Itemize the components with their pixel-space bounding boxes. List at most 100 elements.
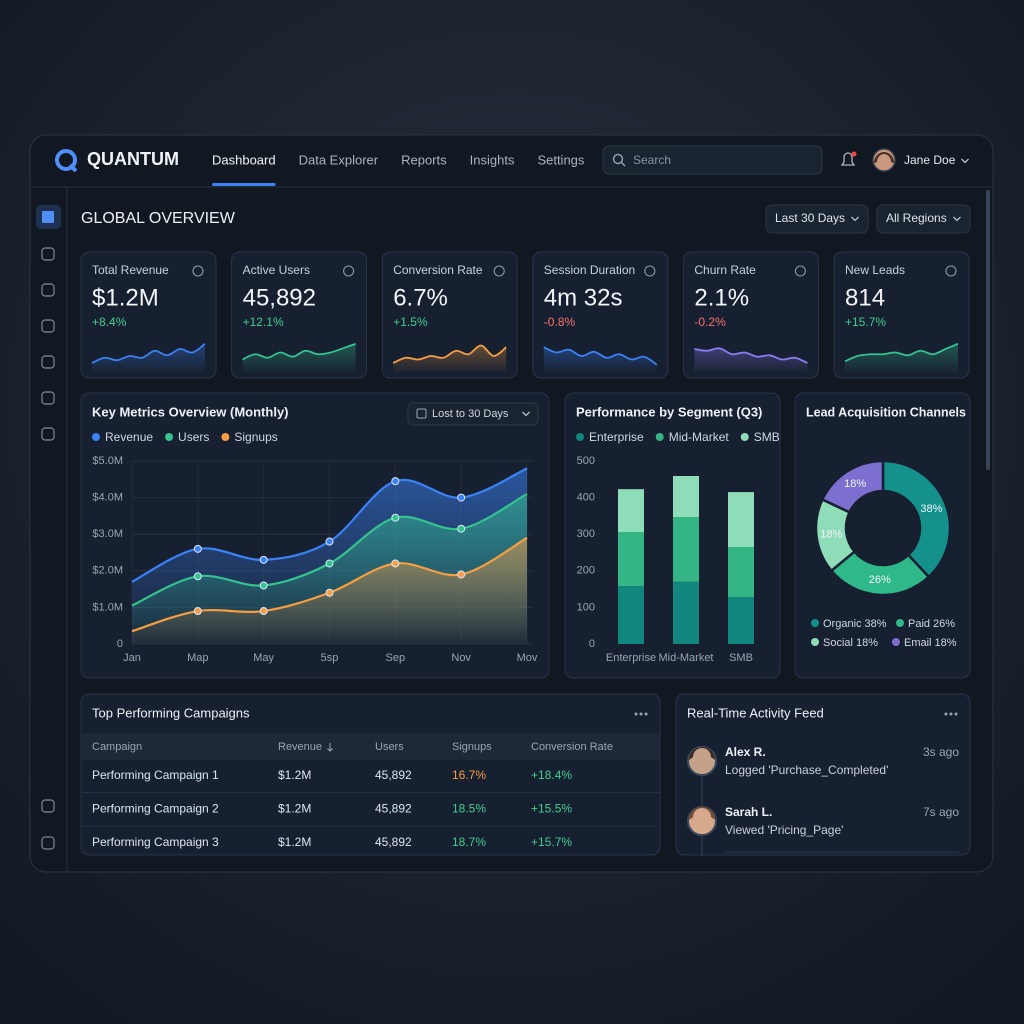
chart-title: Key Metrics Overview (Monthly) (92, 404, 289, 419)
nav-tab[interactable]: Reports (401, 152, 447, 167)
sidebar-icon[interactable] (41, 427, 55, 441)
filter-label: Last 30 Days (775, 211, 845, 225)
menu-dot[interactable] (944, 712, 948, 716)
menu-dot[interactable] (634, 712, 638, 716)
legend-value: 18% (856, 637, 878, 649)
search-placeholder: Search (633, 153, 671, 167)
chart-filter[interactable] (407, 402, 539, 426)
sidebar-icon[interactable] (41, 319, 55, 333)
sidebar-icon[interactable] (42, 211, 54, 223)
sidebar-icon[interactable] (41, 836, 55, 850)
search-box[interactable] (602, 145, 823, 175)
legend-swatch (811, 619, 819, 627)
bell-icon[interactable] (840, 152, 856, 166)
chevron (522, 411, 530, 417)
sidebar-icon[interactable] (41, 799, 55, 813)
nav-tab[interactable]: Insights (470, 152, 515, 167)
bar-segment (673, 516, 699, 582)
bar-segment (728, 597, 754, 644)
kpi-card (682, 251, 819, 379)
bar-segment (618, 532, 644, 587)
x-tick-label: Jan (123, 652, 141, 664)
activity-card (675, 693, 971, 856)
column-header[interactable]: Revenue (278, 741, 322, 753)
sparkline (694, 347, 808, 364)
filter-button[interactable] (765, 204, 869, 234)
kpi-change: +15.7% (845, 315, 886, 329)
sparkline (844, 342, 959, 363)
menu-dot[interactable] (639, 712, 643, 716)
menu-dot[interactable] (644, 712, 648, 716)
kpi-value: 814 (845, 284, 885, 311)
legend-swatch (740, 433, 749, 441)
donut-slice (829, 549, 931, 597)
kpi-title: Conversion Rate (393, 263, 483, 277)
user-name[interactable]: Jane Doe (904, 153, 956, 167)
legend-swatch (655, 433, 664, 441)
kpi-title: Session Duration (544, 263, 635, 277)
table-title: Top Performing Campaigns (92, 705, 250, 720)
menu-dot[interactable] (954, 712, 958, 716)
bar-segment (618, 489, 644, 533)
sidebar-icon[interactable] (41, 247, 55, 261)
legend-name: Email (904, 637, 932, 649)
chevron (953, 216, 961, 222)
point (193, 607, 202, 616)
y-tick-label: $1.0M (92, 601, 123, 613)
column-header[interactable]: Signups (452, 741, 492, 753)
point (259, 607, 268, 616)
y-tick-label: $3.0M (92, 528, 123, 540)
column-header[interactable]: Users (375, 741, 404, 753)
point (259, 555, 268, 564)
kpi-card (80, 251, 217, 379)
activity-avatar (687, 806, 717, 836)
kpi-icon (493, 265, 505, 277)
column-header[interactable]: Campaign (92, 741, 142, 753)
chart-card (794, 392, 971, 679)
y-tick-label: 300 (577, 528, 595, 540)
legend-label: Enterprise (589, 430, 644, 444)
notification-dot (851, 151, 857, 157)
kpi-title: Active Users (243, 263, 310, 277)
table-cell: +15.5% (531, 802, 572, 816)
bar-segment (728, 492, 754, 548)
nav-tab[interactable]: Data Explorer (299, 152, 379, 167)
kpi-card (532, 251, 669, 379)
x-tick-label: Enterprise (606, 652, 656, 664)
sort-icon (327, 743, 333, 752)
kpi-icon (343, 265, 355, 277)
kpi-icon (644, 265, 656, 277)
kpi-card (833, 251, 970, 379)
column-header[interactable]: Conversion Rate (531, 741, 613, 753)
legend-label: Users (178, 430, 209, 444)
point (259, 581, 268, 590)
x-tick-label: SMB (729, 652, 753, 664)
filter-button[interactable] (876, 204, 971, 234)
sidebar-icon[interactable] (41, 391, 55, 405)
menu-dot[interactable] (949, 712, 953, 716)
chevron (851, 216, 859, 222)
y-tick-label: $2.0M (92, 565, 123, 577)
chart-title: Lead Acquisition Channels (806, 405, 966, 419)
calendar-icon (416, 408, 427, 419)
activity-name: Alex R. (725, 745, 766, 759)
activity-title: Real-Time Activity Feed (687, 705, 824, 720)
slice-label: 18% (844, 478, 866, 490)
legend-label: Organic 38% (823, 618, 887, 630)
search-icon (620, 161, 626, 167)
table-cell: 18.5% (452, 802, 486, 816)
nav-tab[interactable]: Settings (537, 152, 584, 167)
legend-label: Revenue (105, 430, 153, 444)
x-tick-label: Sep (386, 652, 406, 664)
point (325, 537, 334, 546)
kpi-value: $1.2M (92, 284, 159, 311)
sidebar-icon[interactable] (41, 283, 55, 297)
logo-icon (68, 163, 78, 173)
sidebar-icon[interactable] (41, 355, 55, 369)
nav-tab[interactable]: Dashboard (212, 152, 276, 167)
kpi-title: Total Revenue (92, 263, 169, 277)
table-cell: 45,892 (375, 835, 412, 849)
legend-label: Mid-Market (669, 430, 730, 444)
x-tick-label: Mov (517, 652, 538, 664)
